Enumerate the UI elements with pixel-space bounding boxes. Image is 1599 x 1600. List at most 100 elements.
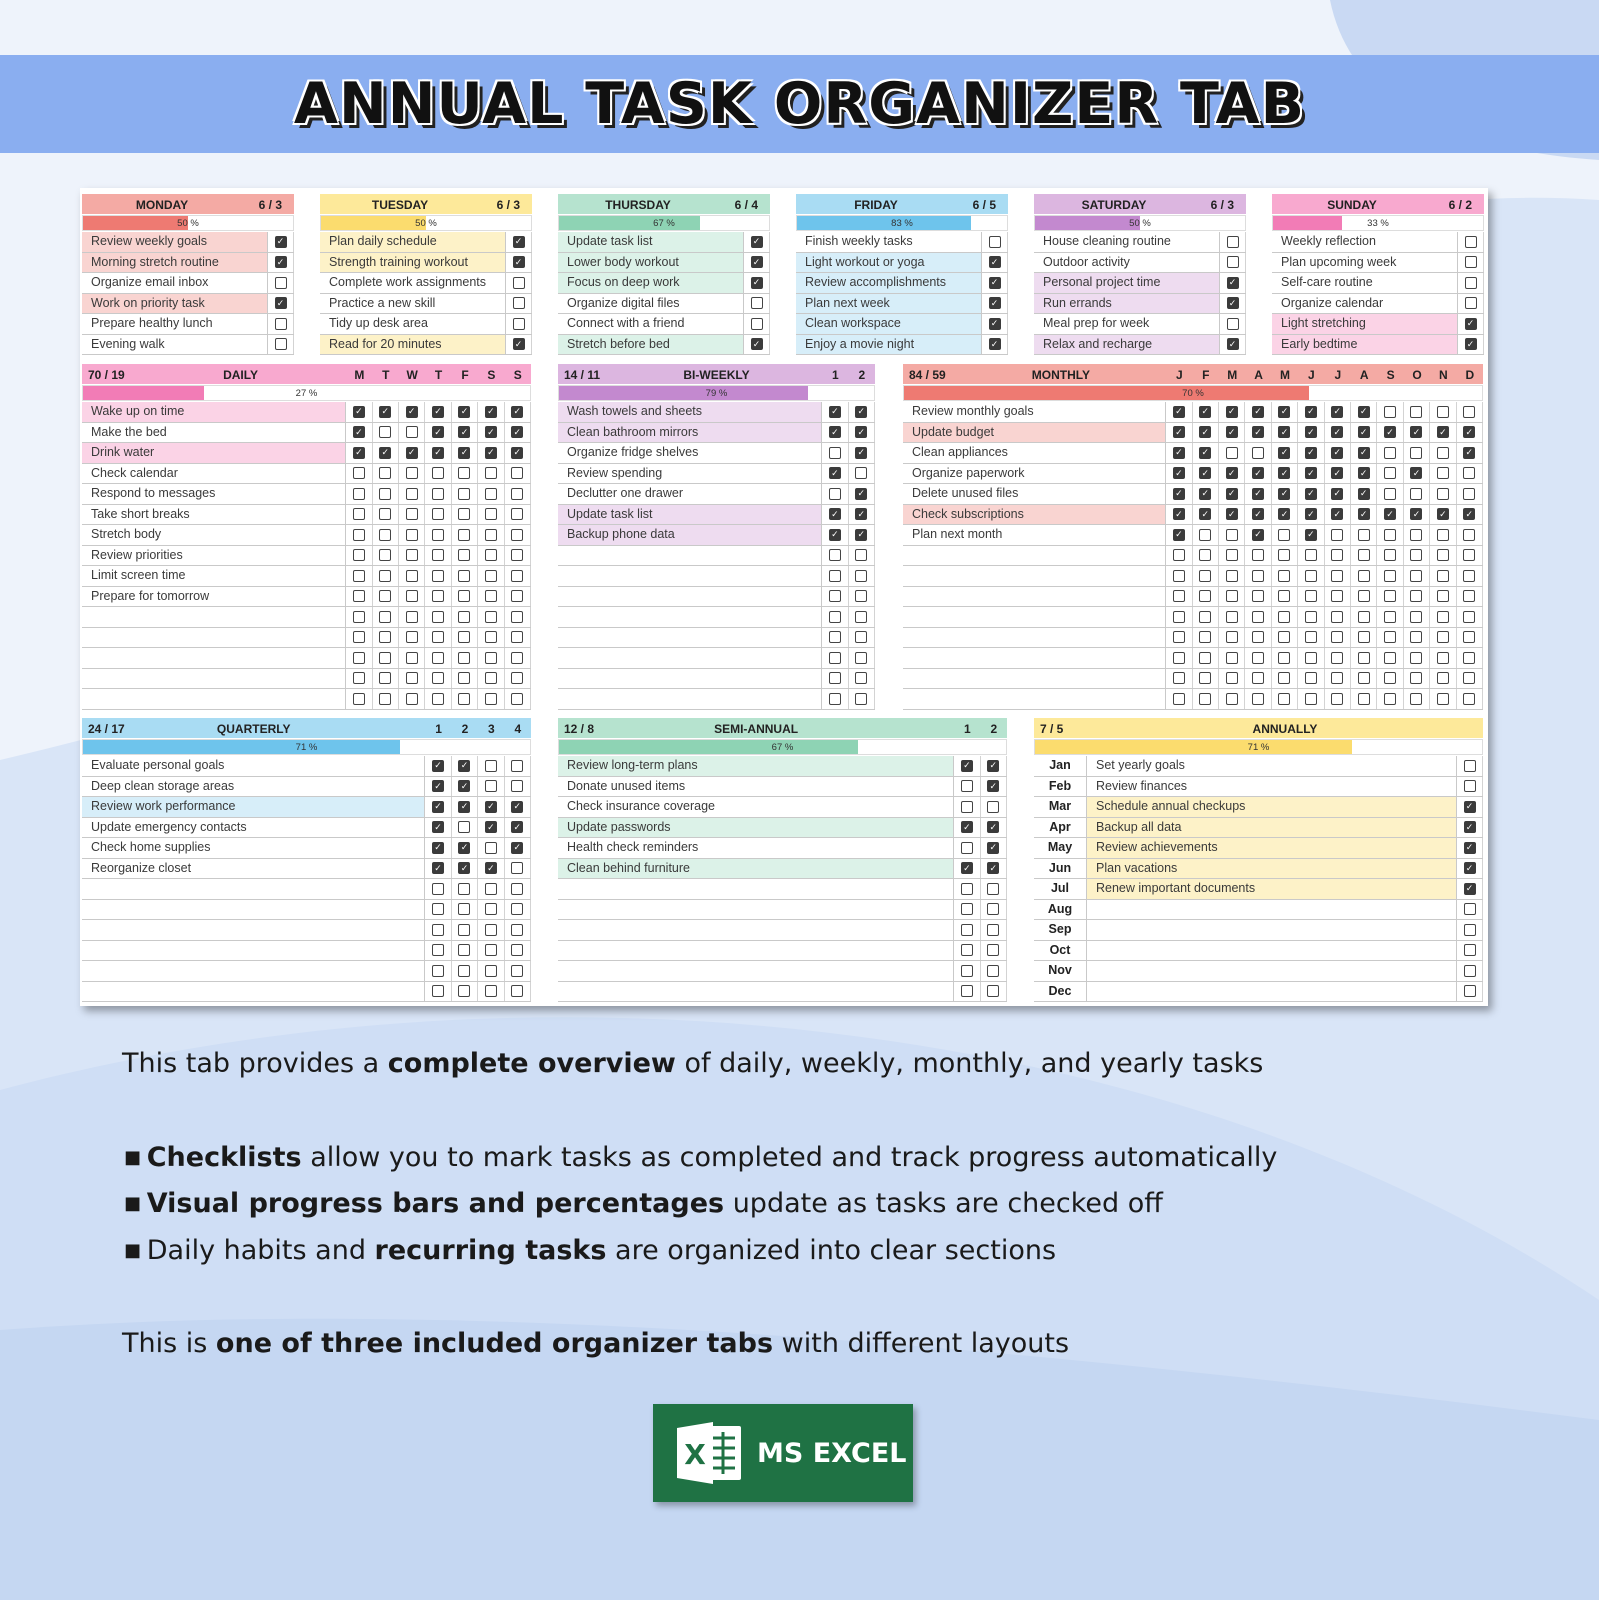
checkbox[interactable]: [1199, 672, 1212, 685]
checkbox[interactable]: [1463, 692, 1476, 705]
checkbox[interactable]: [1252, 631, 1265, 644]
checkbox[interactable]: [855, 672, 868, 685]
checkbox[interactable]: ✓: [855, 528, 868, 541]
checkbox[interactable]: [1463, 467, 1476, 480]
checkbox[interactable]: [828, 610, 841, 623]
checkbox[interactable]: [432, 651, 445, 664]
checkbox[interactable]: [960, 923, 973, 936]
checkbox[interactable]: [484, 467, 497, 480]
checkbox[interactable]: [405, 508, 418, 521]
checkbox[interactable]: ✓: [432, 759, 445, 772]
checkbox[interactable]: [432, 944, 445, 957]
checkbox[interactable]: ✓: [988, 297, 1001, 310]
checkbox[interactable]: [512, 297, 525, 310]
checkbox[interactable]: [484, 759, 497, 772]
checkbox[interactable]: [960, 882, 973, 895]
checkbox[interactable]: [1304, 672, 1317, 685]
checkbox[interactable]: [750, 317, 763, 330]
checkbox[interactable]: [987, 903, 1000, 916]
checkbox[interactable]: ✓: [1172, 508, 1185, 521]
checkbox[interactable]: ✓: [1199, 446, 1212, 459]
checkbox[interactable]: ✓: [1172, 487, 1185, 500]
checkbox[interactable]: ✓: [1304, 446, 1317, 459]
checkbox[interactable]: [352, 467, 365, 480]
checkbox[interactable]: [1199, 692, 1212, 705]
checkbox[interactable]: [511, 651, 524, 664]
checkbox[interactable]: ✓: [1278, 487, 1291, 500]
checkbox[interactable]: [828, 569, 841, 582]
checkbox[interactable]: [405, 467, 418, 480]
checkbox[interactable]: [1436, 487, 1449, 500]
checkbox[interactable]: [1252, 590, 1265, 603]
checkbox[interactable]: [1436, 467, 1449, 480]
checkbox[interactable]: ✓: [458, 841, 471, 854]
checkbox[interactable]: ✓: [1199, 508, 1212, 521]
checkbox[interactable]: [511, 508, 524, 521]
checkbox[interactable]: ✓: [1331, 508, 1344, 521]
checkbox[interactable]: [512, 317, 525, 330]
checkbox[interactable]: ✓: [484, 862, 497, 875]
checkbox[interactable]: ✓: [1252, 405, 1265, 418]
checkbox[interactable]: [352, 692, 365, 705]
checkbox[interactable]: [1278, 549, 1291, 562]
checkbox[interactable]: ✓: [512, 235, 525, 248]
checkbox[interactable]: [1384, 549, 1397, 562]
checkbox[interactable]: [458, 590, 471, 603]
checkbox[interactable]: [511, 985, 524, 998]
checkbox[interactable]: ✓: [511, 800, 524, 813]
checkbox[interactable]: ✓: [1464, 317, 1477, 330]
checkbox[interactable]: [1199, 651, 1212, 664]
checkbox[interactable]: [1436, 528, 1449, 541]
checkbox[interactable]: [484, 985, 497, 998]
checkbox[interactable]: [1199, 549, 1212, 562]
checkbox[interactable]: [1463, 487, 1476, 500]
checkbox[interactable]: ✓: [1252, 467, 1265, 480]
checkbox[interactable]: [1410, 549, 1423, 562]
checkbox[interactable]: [1357, 528, 1370, 541]
checkbox[interactable]: [1410, 405, 1423, 418]
checkbox[interactable]: ✓: [1278, 508, 1291, 521]
checkbox[interactable]: ✓: [1278, 467, 1291, 480]
checkbox[interactable]: [352, 610, 365, 623]
checkbox[interactable]: ✓: [1463, 800, 1476, 813]
checkbox[interactable]: [274, 276, 287, 289]
checkbox[interactable]: [1278, 590, 1291, 603]
checkbox[interactable]: [405, 487, 418, 500]
checkbox[interactable]: ✓: [1463, 508, 1476, 521]
checkbox[interactable]: [511, 610, 524, 623]
checkbox[interactable]: [1357, 672, 1370, 685]
checkbox[interactable]: [1384, 651, 1397, 664]
checkbox[interactable]: ✓: [960, 759, 973, 772]
checkbox[interactable]: [458, 528, 471, 541]
checkbox[interactable]: [511, 549, 524, 562]
checkbox[interactable]: [828, 549, 841, 562]
checkbox[interactable]: [828, 631, 841, 644]
checkbox[interactable]: [1357, 549, 1370, 562]
checkbox[interactable]: ✓: [1172, 405, 1185, 418]
checkbox[interactable]: [511, 692, 524, 705]
checkbox[interactable]: [1278, 631, 1291, 644]
checkbox[interactable]: [511, 923, 524, 936]
checkbox[interactable]: [484, 780, 497, 793]
checkbox[interactable]: ✓: [274, 297, 287, 310]
checkbox[interactable]: ✓: [511, 821, 524, 834]
checkbox[interactable]: [1436, 692, 1449, 705]
checkbox[interactable]: ✓: [432, 800, 445, 813]
checkbox[interactable]: ✓: [1199, 487, 1212, 500]
checkbox[interactable]: [352, 487, 365, 500]
checkbox[interactable]: [855, 610, 868, 623]
checkbox[interactable]: ✓: [511, 426, 524, 439]
checkbox[interactable]: [379, 672, 392, 685]
checkbox[interactable]: [1357, 569, 1370, 582]
checkbox[interactable]: [458, 692, 471, 705]
checkbox[interactable]: [987, 923, 1000, 936]
checkbox[interactable]: [484, 841, 497, 854]
checkbox[interactable]: [432, 672, 445, 685]
checkbox[interactable]: [1410, 631, 1423, 644]
checkbox[interactable]: [511, 569, 524, 582]
checkbox[interactable]: ✓: [1463, 862, 1476, 875]
checkbox[interactable]: ✓: [1172, 528, 1185, 541]
checkbox[interactable]: ✓: [1331, 446, 1344, 459]
checkbox[interactable]: [432, 985, 445, 998]
checkbox[interactable]: [352, 549, 365, 562]
